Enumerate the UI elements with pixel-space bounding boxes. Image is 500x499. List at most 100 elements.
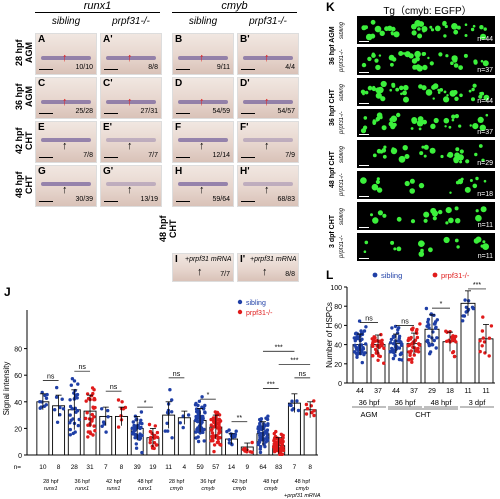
- n-value: 7: [104, 464, 108, 471]
- data-point: [201, 430, 205, 435]
- data-point: [61, 407, 66, 411]
- data-point: [427, 334, 431, 338]
- embryo-count: n=11: [477, 253, 493, 260]
- data-point: [396, 339, 400, 343]
- data-point: [481, 315, 485, 319]
- chart-l: 0 20 40 60 80 100 Number of HSPCs 44 37 44 37 29 18 1…: [325, 271, 495, 419]
- data-point: [374, 351, 378, 355]
- data-point: [186, 413, 191, 417]
- embryo-count: 7/8: [83, 152, 93, 159]
- staining-band: [41, 182, 91, 186]
- ish-rescue-panel: I +prpf31 mRNA ↑ 7/7: [172, 253, 234, 282]
- staining-band: [106, 56, 156, 60]
- significance-label: *: [207, 392, 210, 399]
- n-prefix: n=: [14, 464, 22, 471]
- data-point: [265, 437, 269, 441]
- row-label: 28 hpf AGM: [14, 39, 34, 67]
- data-point: [85, 411, 89, 415]
- data-point: [370, 354, 375, 358]
- data-point: [148, 438, 153, 442]
- data-point: [416, 350, 421, 354]
- genotype-label: prpf31-/-: [339, 49, 345, 73]
- arrow-icon: ↑: [199, 184, 205, 196]
- data-point: [44, 396, 49, 400]
- n-value: 11: [464, 388, 471, 395]
- significance-label: ***: [267, 382, 275, 389]
- data-point: [148, 429, 153, 434]
- data-point: [77, 417, 81, 422]
- data-point: [256, 430, 261, 434]
- data-point: [487, 354, 491, 358]
- ish-panel: C' ↑ 27/31: [100, 77, 162, 119]
- data-point: [72, 379, 77, 383]
- data-point: [217, 417, 221, 421]
- egfp-image-panel: n=11: [357, 202, 495, 230]
- data-point: [55, 420, 60, 424]
- data-point: [451, 350, 455, 355]
- data-point: [74, 410, 78, 414]
- data-point: [202, 427, 206, 432]
- y-tick-label: 80: [334, 304, 342, 311]
- x-label: 36 hpf: [359, 398, 381, 407]
- data-point: [195, 415, 199, 419]
- data-point: [53, 408, 57, 412]
- n-value: 39: [134, 464, 142, 471]
- data-point: [100, 424, 104, 428]
- data-point: [357, 319, 362, 323]
- data-point: [163, 429, 167, 433]
- genotype-label: prpf31-/-: [339, 235, 345, 259]
- y-tick-label: 80: [14, 347, 22, 354]
- data-point: [406, 338, 410, 343]
- arrow-icon: ↑: [127, 96, 133, 108]
- data-point: [234, 429, 238, 433]
- data-point: [353, 350, 357, 354]
- significance-label: **: [237, 415, 243, 422]
- ish-panel: D' ↑ 54/57: [237, 77, 299, 119]
- group-label: 36 hpf AGM: [329, 26, 336, 65]
- data-point: [450, 336, 455, 341]
- data-point: [216, 440, 220, 444]
- scale-bar: [241, 68, 255, 70]
- scale-bar: [104, 200, 118, 202]
- embryo-count: n=37: [477, 67, 493, 74]
- data-point: [380, 338, 384, 342]
- arrow-icon: ↑: [264, 52, 270, 64]
- y-tick-label: 60: [14, 373, 22, 380]
- data-point: [250, 440, 254, 445]
- data-point: [406, 344, 410, 348]
- data-point: [209, 428, 214, 432]
- data-point: [372, 335, 376, 339]
- row-label: 42 hpf CHT: [14, 127, 34, 155]
- data-point: [54, 395, 59, 399]
- data-point: [120, 400, 124, 404]
- data-point: [170, 398, 174, 402]
- data-point: [245, 450, 249, 454]
- data-point: [397, 326, 401, 330]
- data-point: [430, 343, 435, 347]
- staining-band: [243, 138, 293, 142]
- panel-letter: A: [38, 34, 46, 45]
- embryo-count: 10/10: [75, 64, 93, 71]
- data-point: [69, 383, 74, 387]
- data-point: [233, 434, 237, 439]
- n-value: 11: [165, 464, 172, 471]
- genotype-label: sibling: [339, 21, 345, 39]
- panel-letter: I: [175, 254, 178, 265]
- egfp-image-panel: n=44: [357, 78, 495, 106]
- data-point: [106, 408, 110, 413]
- staining-band: [106, 138, 156, 142]
- y-tick-label: 0: [338, 381, 342, 388]
- data-point: [38, 400, 42, 404]
- data-point: [435, 336, 439, 340]
- data-point: [154, 443, 159, 447]
- panel-letter: B: [175, 34, 183, 45]
- data-point: [388, 341, 393, 345]
- data-point: [414, 329, 419, 334]
- y-tick-label: 0: [18, 453, 22, 460]
- data-point: [418, 322, 422, 326]
- data-point: [272, 437, 276, 442]
- panel-letter: G: [38, 166, 46, 177]
- significance-label: ns: [299, 371, 307, 378]
- genotype-label: prpf31-/-: [339, 111, 345, 135]
- data-point: [134, 446, 139, 450]
